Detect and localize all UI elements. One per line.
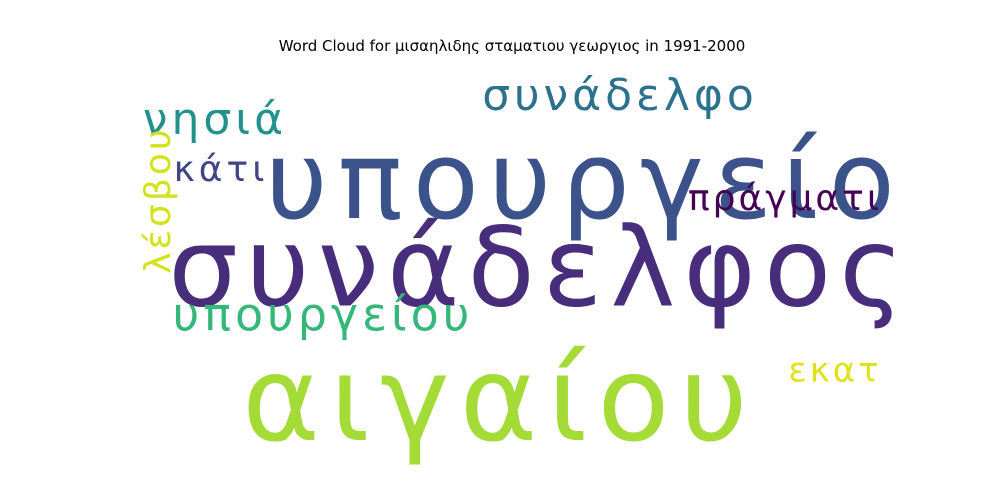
word-6: πράγματι — [688, 178, 882, 219]
chart-title: Word Cloud for μισαηλιδης σταματιου γεωρ… — [278, 37, 746, 55]
word-3: υπουργείου — [173, 288, 474, 342]
word-9: εκατ — [788, 351, 881, 391]
word-1: συνάδελφος — [168, 203, 912, 331]
word-0: αιγαίου — [242, 330, 758, 468]
word-8: λέσβου — [138, 126, 179, 273]
word-5: νησιά — [143, 94, 287, 145]
word-2: υπουργείο — [265, 119, 905, 244]
word-4: συνάδελφο — [482, 70, 758, 121]
word-7: κάτι — [174, 149, 269, 190]
